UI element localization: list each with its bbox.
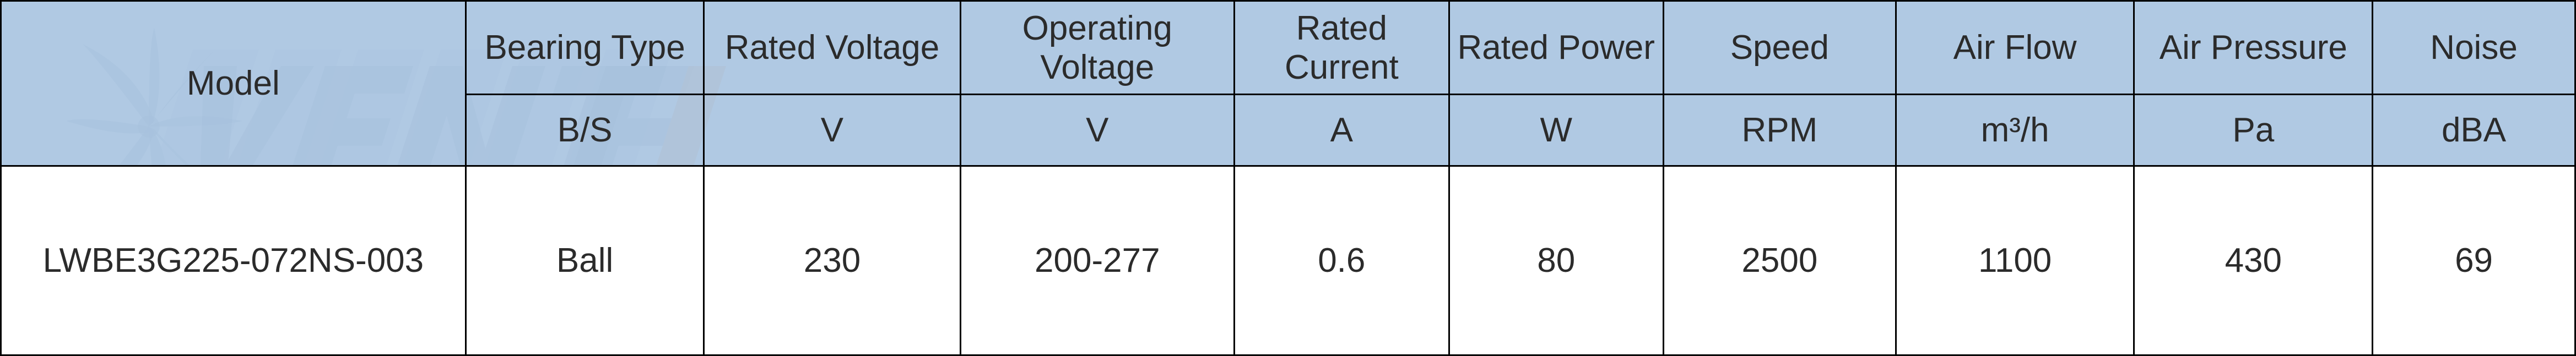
- header-bearing: Bearing Type: [466, 1, 704, 95]
- header-noise: Noise: [2373, 1, 2575, 95]
- cell-air: 1100: [1896, 166, 2134, 355]
- header-model: Model: [1, 1, 466, 166]
- cell-model: LWBE3G225-072NS-003: [1, 166, 466, 355]
- cell-noise: 69: [2373, 166, 2575, 355]
- unit-press: Pa: [2134, 95, 2373, 166]
- cell-bearing: Ball: [466, 166, 704, 355]
- header-air: Air Flow: [1896, 1, 2134, 95]
- unit-ovolt: V: [960, 95, 1235, 166]
- header-press: Air Pressure: [2134, 1, 2373, 95]
- cell-speed: 2500: [1663, 166, 1896, 355]
- header-rpow: Rated Power: [1449, 1, 1663, 95]
- table-row: LWBE3G225-072NS-003 Ball 230 200-277 0.6…: [1, 166, 2575, 355]
- unit-noise: dBA: [2373, 95, 2575, 166]
- unit-rvolt: V: [704, 95, 960, 166]
- unit-speed: RPM: [1663, 95, 1896, 166]
- cell-press: 430: [2134, 166, 2373, 355]
- spec-table: Model Bearing Type Rated Voltage Operati…: [0, 0, 2576, 356]
- unit-rcurr: A: [1235, 95, 1449, 166]
- cell-ovolt: 200-277: [960, 166, 1235, 355]
- cell-rpow: 80: [1449, 166, 1663, 355]
- header-rvolt: Rated Voltage: [704, 1, 960, 95]
- header-rcurr: Rated Current: [1235, 1, 1449, 95]
- header-ovolt: Operating Voltage: [960, 1, 1235, 95]
- cell-rcurr: 0.6: [1235, 166, 1449, 355]
- unit-rpow: W: [1449, 95, 1663, 166]
- header-row-labels: Model Bearing Type Rated Voltage Operati…: [1, 1, 2575, 95]
- unit-air: m³/h: [1896, 95, 2134, 166]
- header-speed: Speed: [1663, 1, 1896, 95]
- unit-bearing: B/S: [466, 95, 704, 166]
- cell-rvolt: 230: [704, 166, 960, 355]
